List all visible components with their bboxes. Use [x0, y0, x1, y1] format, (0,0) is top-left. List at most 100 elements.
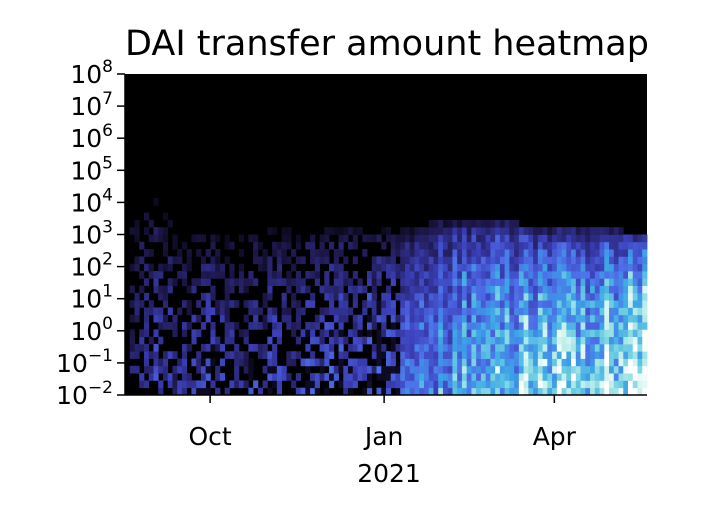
heatmap-cell — [461, 270, 468, 279]
heatmap-cell — [414, 387, 420, 396]
heatmap-cell — [623, 263, 629, 272]
heatmap-cell — [447, 336, 453, 345]
heatmap-cell — [537, 343, 543, 352]
heatmap-cell — [390, 329, 396, 338]
heatmap-cell — [414, 234, 420, 243]
heatmap-cell — [348, 307, 354, 316]
heatmap-cell — [376, 278, 382, 286]
heatmap-cell — [457, 227, 463, 235]
heatmap-cell — [490, 307, 496, 316]
heatmap-cell — [324, 351, 330, 359]
heatmap-cell — [191, 336, 197, 345]
heatmap-cell — [566, 278, 572, 286]
heatmap-cell — [585, 234, 591, 243]
heatmap-cell — [414, 307, 420, 316]
heatmap-cell — [414, 300, 420, 308]
heatmap-cell — [295, 270, 301, 279]
heatmap-cell — [618, 270, 624, 279]
heatmap-cell — [542, 241, 548, 250]
heatmap-cell — [514, 285, 520, 294]
heatmap-cell — [590, 278, 596, 286]
heatmap-cell — [537, 256, 543, 265]
heatmap-cell — [594, 380, 600, 389]
heatmap-cell — [143, 292, 150, 301]
heatmap-cell — [433, 380, 439, 389]
heatmap-cell — [162, 212, 169, 221]
heatmap-cell — [333, 292, 339, 301]
heatmap-cell — [518, 380, 525, 389]
heatmap-cell — [139, 256, 145, 265]
heatmap-cell — [224, 322, 230, 330]
heatmap-cell — [637, 263, 643, 272]
heatmap-cell — [566, 329, 572, 338]
heatmap-cell — [267, 227, 273, 235]
heatmap-cell — [495, 387, 501, 396]
heatmap-cell — [238, 263, 245, 272]
heatmap-cell — [404, 234, 411, 243]
heatmap-cell — [552, 380, 558, 389]
heatmap-cell — [571, 322, 577, 330]
heatmap-cell — [338, 358, 344, 367]
heatmap-cell — [319, 249, 325, 257]
heatmap-cell — [490, 292, 496, 301]
heatmap-cell — [547, 365, 553, 374]
heatmap-cell — [547, 227, 553, 235]
heatmap-cell — [139, 373, 145, 381]
heatmap-cell — [229, 322, 235, 330]
heatmap-cell — [590, 285, 596, 294]
heatmap-cell — [272, 278, 278, 286]
heatmap-cell — [215, 270, 221, 279]
heatmap-cell — [518, 292, 525, 301]
heatmap-cell — [419, 307, 425, 316]
y-tick-label: 103 — [70, 218, 113, 250]
heatmap-cell — [428, 358, 434, 367]
heatmap-cell — [518, 365, 525, 374]
heatmap-cell — [632, 329, 638, 338]
heatmap-cell — [442, 227, 449, 235]
heatmap-cell — [613, 300, 619, 308]
heatmap-cell — [642, 307, 648, 316]
heatmap-cell — [395, 249, 401, 257]
heatmap-cell — [514, 256, 520, 265]
heatmap-cell — [452, 270, 458, 279]
heatmap-cell — [158, 307, 164, 316]
heatmap-cell — [533, 365, 539, 374]
heatmap-cell — [248, 234, 254, 243]
heatmap-cell — [556, 387, 562, 396]
heatmap-cell — [637, 380, 643, 389]
heatmap-cell — [609, 336, 615, 345]
heatmap-cell — [438, 241, 444, 250]
heatmap-cell — [547, 336, 553, 345]
heatmap-cell — [461, 278, 468, 286]
heatmap-cell — [267, 387, 273, 396]
heatmap-cell — [613, 227, 619, 235]
heatmap-cell — [637, 329, 643, 338]
heatmap-cell — [485, 263, 491, 272]
heatmap-cell — [537, 270, 543, 279]
heatmap-cell — [442, 263, 449, 272]
heatmap-cell — [419, 387, 425, 396]
heatmap-cell — [419, 329, 425, 338]
heatmap-cell — [329, 300, 335, 308]
heatmap-cell — [333, 285, 339, 294]
heatmap-cell — [547, 314, 553, 323]
heatmap-cell — [476, 219, 482, 228]
heatmap-cell — [200, 278, 207, 286]
heatmap-cell — [628, 373, 634, 381]
heatmap-cell — [338, 249, 344, 257]
heatmap-cell — [371, 343, 377, 352]
heatmap-cell — [447, 380, 453, 389]
heatmap-cell — [518, 227, 525, 235]
heatmap-cell — [404, 351, 411, 359]
heatmap-cell — [224, 336, 230, 345]
heatmap-cell — [433, 227, 439, 235]
heatmap-cell — [386, 300, 392, 308]
heatmap-cell — [571, 249, 577, 257]
heatmap-cell — [485, 336, 491, 345]
heatmap-cell — [210, 234, 216, 243]
heatmap-cell — [514, 329, 520, 338]
heatmap-cell — [623, 256, 629, 265]
heatmap-cell — [386, 256, 392, 265]
heatmap-cell — [153, 314, 159, 323]
heatmap-cell — [609, 365, 615, 374]
